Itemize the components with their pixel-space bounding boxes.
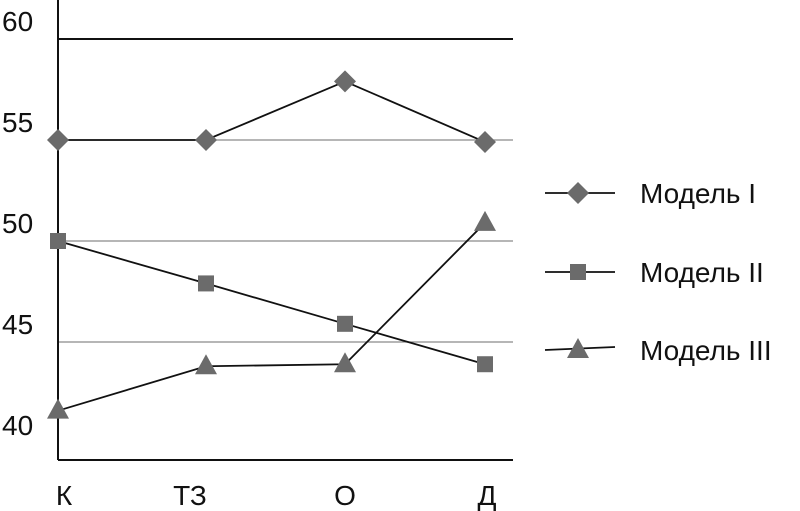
data-point-triangle [195,354,217,375]
legend-label: Модель II [640,257,764,288]
data-point-square [50,233,66,249]
series-line-1 [58,80,486,143]
legend-marker-square [570,264,586,280]
legend-label: Модель III [640,335,772,366]
x-tick-label: К [56,480,73,511]
y-tick-label: 45 [2,309,33,340]
y-tick-label: 60 [2,6,33,37]
data-point-diamond [474,131,496,154]
data-point-diamond [47,129,69,151]
series-line-3 [57,222,486,412]
x-tick-label: О [334,480,356,511]
legend-label: Модель I [640,178,756,209]
legend-marker-triangle [567,338,589,358]
data-point-diamond [195,129,217,151]
data-point-triangle [334,352,356,373]
data-point-square [337,315,353,332]
y-tick-label: 50 [2,208,33,239]
y-tick-label: 40 [2,410,33,441]
data-point-square [477,356,493,373]
x-tick-label: Д [478,480,497,511]
data-point-triangle [474,210,496,231]
x-tick-label: ТЗ [173,480,207,511]
y-tick-label: 55 [2,107,33,138]
data-point-diamond [334,70,356,93]
legend-marker-diamond [567,182,589,204]
data-point-square [198,275,214,292]
series-line-2 [57,240,486,366]
data-point-triangle [47,398,69,419]
